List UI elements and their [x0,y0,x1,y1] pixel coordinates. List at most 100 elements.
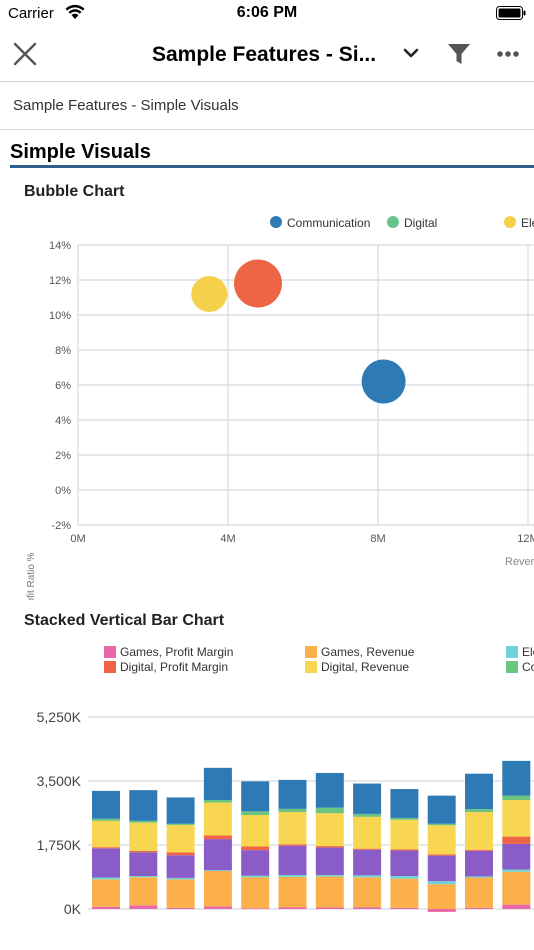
chevron-down-icon[interactable] [402,46,420,60]
bar-segment[interactable] [390,817,419,820]
bar-segment[interactable] [390,876,419,879]
bar-segment[interactable] [353,783,382,814]
bar-segment[interactable] [166,879,195,908]
bar-segment[interactable] [241,815,270,847]
bar-segment[interactable] [390,907,419,909]
bar-segment[interactable] [427,881,456,885]
bubble-point[interactable] [361,359,406,404]
bar-segment[interactable] [166,824,195,853]
bar-segment[interactable] [315,876,344,908]
bar-segment[interactable] [129,877,158,906]
bar-segment[interactable] [353,816,382,849]
bar-segment[interactable] [278,808,307,813]
bar-segment[interactable] [315,847,344,875]
bar-segment[interactable] [502,871,531,905]
bar-segment[interactable] [203,802,232,836]
bar-segment[interactable] [315,772,344,808]
bar-segment[interactable] [166,855,195,878]
bar-segment[interactable] [390,789,419,818]
bar-segment[interactable] [92,879,120,907]
bar-segment[interactable] [315,813,344,847]
bar-segment[interactable] [203,870,232,907]
nav-title[interactable]: Sample Features - Si... [152,43,377,66]
bar-segment[interactable] [166,907,195,909]
bar-segment[interactable] [241,875,270,878]
bar-segment[interactable] [427,909,456,912]
bar-segment[interactable] [166,852,195,856]
bar-segment[interactable] [353,849,382,876]
bar-segment[interactable] [502,869,531,872]
more-icon[interactable] [496,50,520,58]
bar-segment[interactable] [465,773,493,810]
bar-segment[interactable] [203,839,232,871]
bar-segment[interactable] [278,907,307,909]
bar-segment[interactable] [203,800,232,803]
bar-segment[interactable] [241,781,270,812]
bar-segment[interactable] [278,876,307,908]
bar-segment[interactable] [278,812,307,845]
bar-segment[interactable] [203,835,232,840]
bar-segment[interactable] [241,877,270,909]
bar-segment[interactable] [315,907,344,909]
bar-segment[interactable] [241,846,270,851]
bar-segment[interactable] [166,797,195,824]
bar-segment[interactable] [203,870,232,871]
bar-segment[interactable] [129,905,158,909]
bar-segment[interactable] [465,877,493,908]
bar-segment[interactable] [278,844,307,846]
filter-icon[interactable] [447,42,471,66]
bar-segment[interactable] [353,877,382,908]
bar-segment[interactable] [427,825,456,855]
bar-segment[interactable] [465,849,493,851]
bar-segment[interactable] [390,819,419,850]
bar-segment[interactable] [203,906,232,909]
bar-segment[interactable] [353,875,382,878]
bubble-point[interactable] [191,276,228,312]
bar-segment[interactable] [315,807,344,814]
bar-segment[interactable] [92,847,120,849]
bar-segment[interactable] [390,849,419,851]
bubble-point[interactable] [234,259,282,308]
bar-segment[interactable] [427,884,456,909]
breadcrumb-text[interactable]: Sample Features - Simple Visuals [13,97,239,114]
bar-segment[interactable] [241,850,270,876]
bar-segment[interactable] [427,795,456,824]
bar-segment[interactable] [390,878,419,908]
bar-segment[interactable] [353,848,382,850]
bar-segment[interactable] [390,850,419,877]
bar-segment[interactable] [92,848,120,878]
bar-segment[interactable] [129,790,158,821]
bar-segment[interactable] [502,904,531,909]
bar-segment[interactable] [465,876,493,878]
bar-segment[interactable] [502,836,531,844]
bar-segment[interactable] [315,846,344,848]
bar-segment[interactable] [241,908,270,909]
bar-segment[interactable] [502,795,531,801]
bar-segment[interactable] [129,876,158,878]
bar-segment[interactable] [129,822,158,851]
bar-segment[interactable] [465,850,493,877]
bar-segment[interactable] [166,823,195,825]
bar-segment[interactable] [129,850,158,853]
bar-segment[interactable] [92,820,120,848]
bar-segment[interactable] [315,874,344,877]
bar-segment[interactable] [502,843,531,870]
bar-segment[interactable] [427,823,456,826]
close-icon[interactable] [12,41,38,67]
bar-segment[interactable] [465,809,493,813]
bar-segment[interactable] [502,760,531,796]
bar-segment[interactable] [92,877,120,880]
bar-segment[interactable] [278,874,307,877]
bar-segment[interactable] [278,845,307,875]
bar-segment[interactable] [166,877,195,880]
bar-segment[interactable] [92,906,120,909]
bar-segment[interactable] [278,779,307,809]
bar-segment[interactable] [203,767,232,801]
bar-segment[interactable] [502,800,531,837]
bar-segment[interactable] [427,854,456,856]
bar-segment[interactable] [353,813,382,817]
bar-segment[interactable] [241,811,270,816]
bar-segment[interactable] [92,790,120,819]
bar-segment[interactable] [92,818,120,821]
bar-segment[interactable] [129,820,158,823]
